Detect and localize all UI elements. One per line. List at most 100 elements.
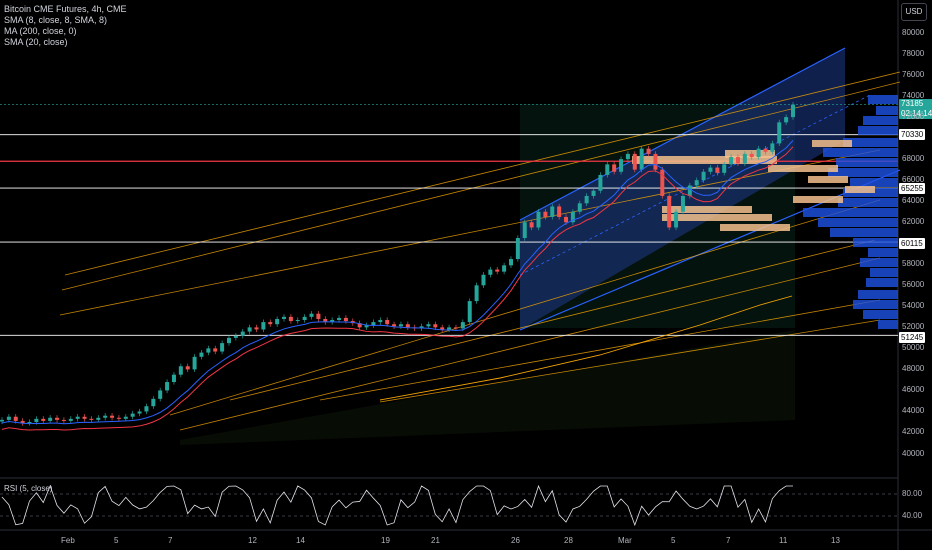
- candle-body-85: [577, 203, 582, 212]
- candle-body-75: [508, 259, 513, 266]
- volume-profile-bar-7: [836, 158, 898, 167]
- price-tick-1: 80000: [902, 28, 925, 37]
- candle-body-44: [295, 320, 300, 322]
- price-tick-12: 54000: [902, 301, 925, 311]
- candle-body-50: [337, 317, 342, 321]
- candle-body-7: [41, 418, 46, 421]
- candle-body-77: [522, 222, 527, 239]
- candle-body-105: [715, 167, 720, 173]
- volume-profile-bar-6: [823, 148, 898, 157]
- price-tick-15: 48000: [902, 364, 925, 374]
- candle-body-70: [474, 285, 479, 302]
- trend-line-2: [61, 81, 901, 291]
- time-tick-1: Feb: [61, 536, 75, 545]
- candle-body-76: [515, 238, 520, 260]
- candle-body-42: [282, 316, 287, 319]
- candle-body-83: [564, 216, 569, 223]
- candle-body-109: [742, 153, 747, 164]
- candle-body-106: [722, 164, 727, 173]
- candle-body-84: [570, 211, 575, 223]
- time-tick-5: 14: [296, 536, 305, 545]
- candle-body-37: [247, 327, 252, 332]
- candle-body-71: [481, 274, 486, 286]
- candle-body-68: [460, 322, 465, 329]
- candle-body-64: [433, 324, 438, 328]
- price-tick-11: 56000: [902, 280, 925, 290]
- trend-line-1: [64, 71, 901, 276]
- trend-line-6: [319, 299, 881, 401]
- candle-body-31: [206, 348, 211, 353]
- value-area-bar-4: [845, 186, 875, 193]
- candle-body-86: [584, 195, 589, 204]
- rsi-legend[interactable]: RSI (5, close): [4, 484, 53, 493]
- candle-body-51: [343, 317, 348, 322]
- candle-body-88: [598, 174, 603, 191]
- time-tick-13: 11: [779, 536, 788, 545]
- candle-body-25: [165, 382, 170, 391]
- candle-body-33: [220, 343, 225, 352]
- volume-profile-bar-21: [853, 300, 898, 309]
- candle-body-115: [784, 117, 789, 123]
- candle-body-18: [116, 417, 121, 419]
- value-area-bar-5: [793, 196, 843, 203]
- candle-body-95: [646, 148, 651, 154]
- candle-body-97: [660, 169, 665, 196]
- price-tick-2: 78000: [902, 49, 925, 59]
- price-tick-10: 58000: [902, 259, 925, 269]
- candle-body-108: [735, 157, 740, 164]
- price-tick-3: 76000: [902, 70, 925, 80]
- candle-body-34: [226, 337, 231, 344]
- candle-body-30: [199, 352, 204, 357]
- candle-body-67: [453, 327, 458, 329]
- candle-body-47: [316, 313, 321, 319]
- value-area-bar-7: [662, 214, 772, 221]
- level-label-3: 60115: [899, 238, 925, 249]
- price-tick-9: 62000: [902, 217, 925, 227]
- rsi-line: [1, 484, 793, 527]
- time-tick-8: 26: [511, 536, 520, 545]
- candle-body-111: [756, 148, 761, 158]
- volume-profile-bar-5: [843, 138, 898, 147]
- candle-body-43: [288, 316, 293, 322]
- volume-profile-bar-23: [878, 320, 898, 329]
- candle-body-80: [543, 211, 548, 217]
- time-tick-11: 5: [671, 536, 676, 545]
- volume-profile-bar-16: [868, 248, 898, 257]
- candle-body-113: [770, 143, 775, 152]
- last-price-label: 73185 02:14:14: [899, 99, 932, 119]
- candle-body-87: [591, 190, 596, 196]
- time-tick-2: 5: [114, 536, 119, 545]
- volume-profile-bar-3: [863, 116, 898, 125]
- volume-profile-bar-18: [870, 268, 898, 277]
- candle-body-3: [13, 416, 18, 421]
- candle-body-94: [639, 148, 644, 170]
- legend-ma200[interactable]: MA (200, close, 0): [4, 26, 77, 36]
- legend-title[interactable]: Bitcoin CME Futures, 4h, CME: [4, 4, 127, 14]
- volume-profile-bar-22: [863, 310, 898, 319]
- currency-button[interactable]: USD: [901, 3, 927, 21]
- candle-body-116: [791, 104, 795, 118]
- candle-body-78: [529, 222, 534, 228]
- candle-body-62: [419, 326, 424, 329]
- price-tick-17: 44000: [902, 406, 925, 416]
- legend-sma20[interactable]: SMA (20, close): [4, 37, 68, 47]
- candle-body-20: [130, 413, 135, 417]
- candle-body-32: [213, 348, 218, 352]
- rsi-tick-1: 80.00: [902, 489, 923, 498]
- candle-body-69: [467, 301, 472, 323]
- candle-body-13: [82, 416, 87, 419]
- volume-profile-bar-2: [876, 106, 898, 115]
- value-area-bar-1: [812, 140, 852, 147]
- legend-sma8[interactable]: SMA (8, close, 8, SMA, 8): [4, 15, 108, 25]
- trend-line-5: [229, 239, 876, 401]
- candle-body-26: [171, 374, 176, 383]
- indicator-legend: Bitcoin CME Futures, 4h, CME SMA (8, clo…: [4, 4, 127, 48]
- candle-body-6: [34, 418, 39, 422]
- candle-body-100: [680, 195, 685, 212]
- time-tick-3: 7: [168, 536, 173, 545]
- candle-body-55: [371, 322, 376, 326]
- bar-countdown: 02:14:14: [901, 109, 932, 118]
- volume-profile-bar-8: [828, 168, 898, 177]
- candle-body-2: [6, 416, 11, 420]
